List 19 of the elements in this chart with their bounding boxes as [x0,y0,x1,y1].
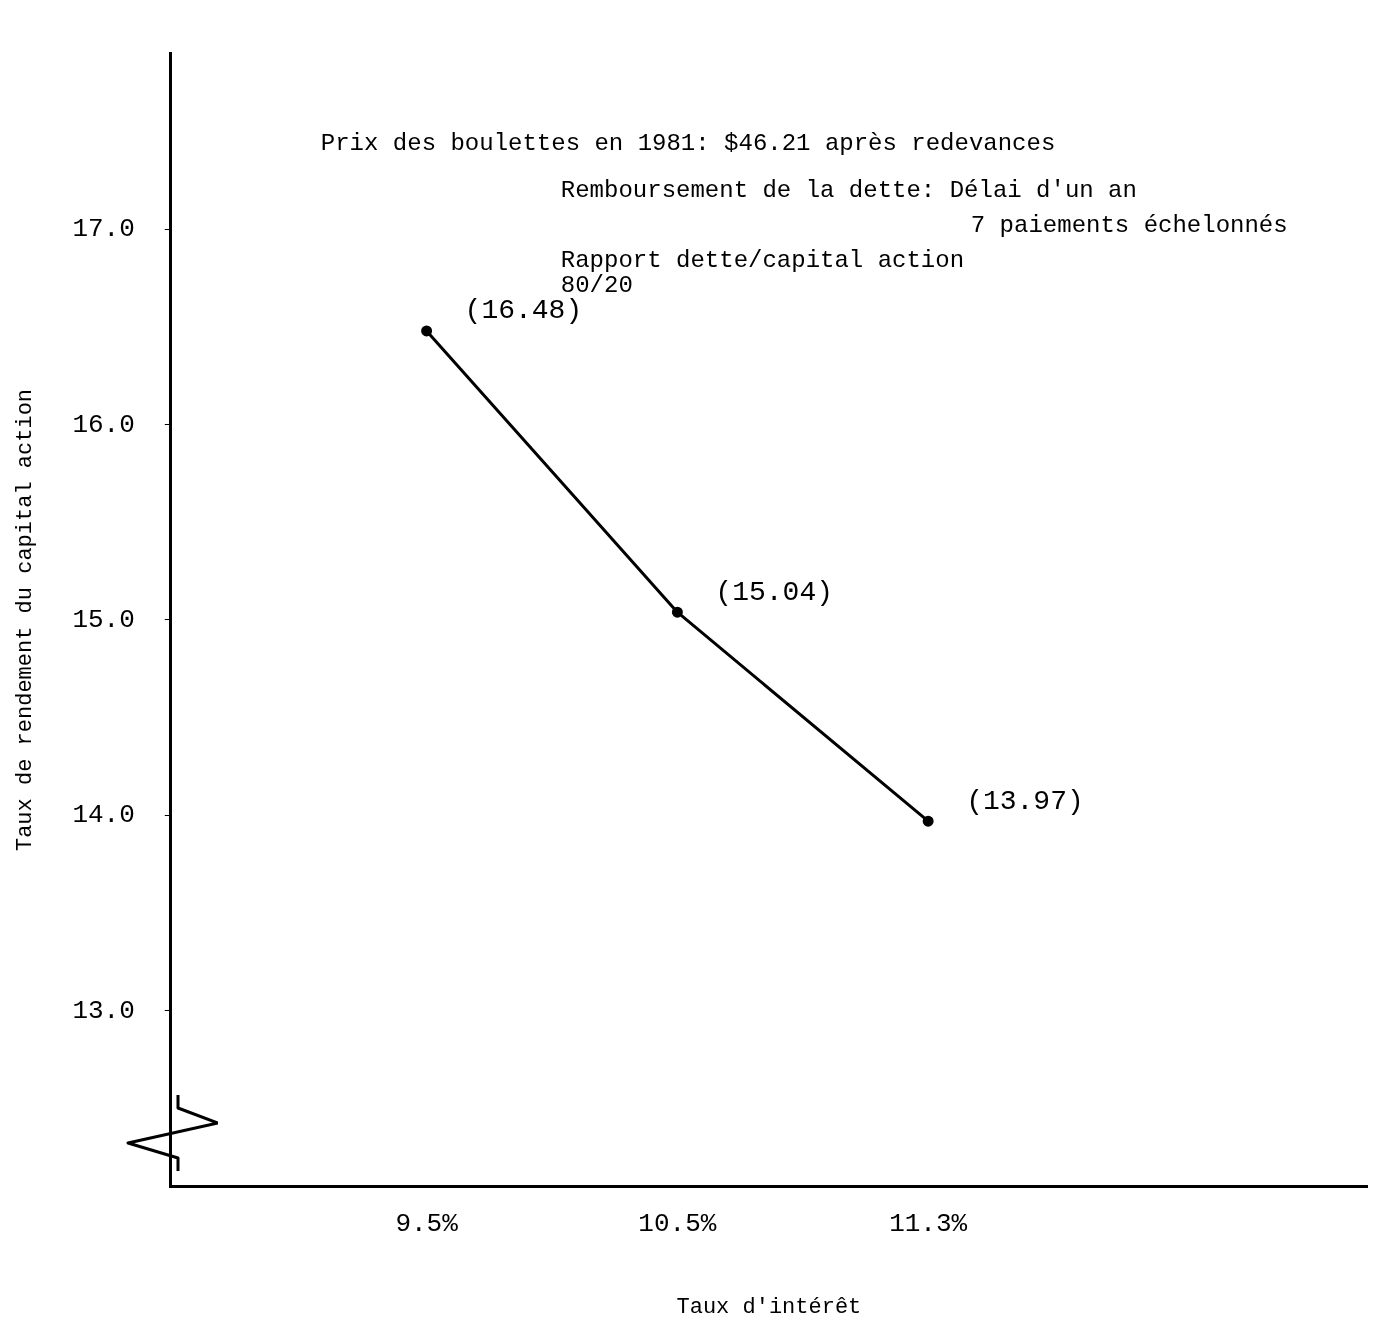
annotation: 7 paiements échelonnés [970,211,1288,239]
annotation: Prix des boulettes en 1981: $46.21 après redevances [320,129,1056,157]
data-label: (13.97) [966,785,1084,817]
y-tick-label: 13.0 [72,995,135,1026]
x-tick-label: 11.3% [889,1208,968,1239]
annotation: Rapport dette/capital action [560,246,965,274]
point [671,606,683,618]
point [421,325,433,337]
x-tick-label: 9.5% [395,1208,459,1239]
y-tick-label: 16.0 [72,409,135,440]
y-axis-title: Taux de rendement du capital action [13,388,39,852]
x-tick-label: 10.5% [638,1208,717,1239]
data-label: (15.04) [715,576,833,608]
y-tick-label: 15.0 [72,604,135,635]
point [922,815,934,827]
annotation: Remboursement de la dette: Délai d'un an [560,176,1137,204]
y-tick-label: 14.0 [72,800,135,831]
y-tick-label: 17.0 [72,214,135,245]
x-axis-title: Taux d'intérêt [676,1294,862,1320]
